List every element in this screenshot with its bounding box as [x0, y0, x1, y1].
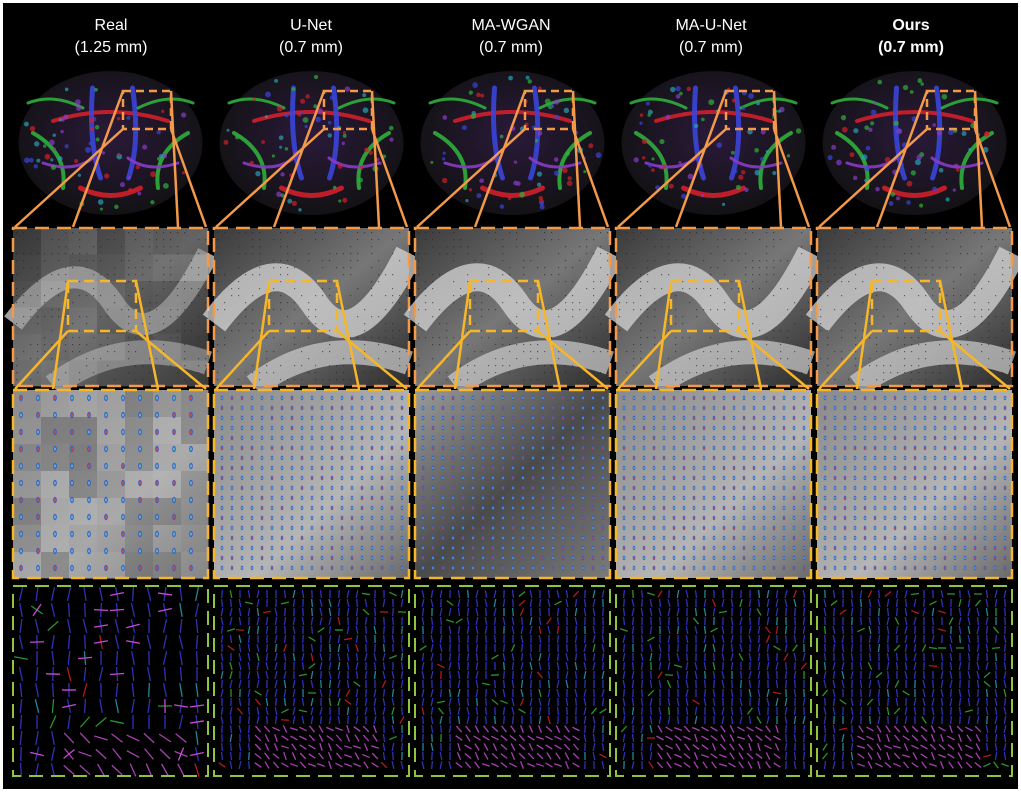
column-2 — [403, 71, 623, 777]
comparison-panels — [4, 71, 1018, 778]
grayscale-zoom — [805, 226, 1018, 396]
column-1 — [202, 71, 422, 777]
column-resolution: (1.25 mm) — [74, 39, 148, 56]
fod-glyph-zoom — [413, 388, 612, 580]
color-fa-slice — [818, 71, 1012, 228]
grayscale-zoom — [403, 226, 623, 396]
peak-direction-map — [12, 585, 209, 778]
color-fa-slice — [215, 71, 409, 228]
column-header-ours: Ours (0.7 mm) — [811, 15, 1011, 59]
column-header-ma-unet: MA-U-Net (0.7 mm) — [611, 15, 811, 59]
grayscale-zoom — [604, 226, 824, 396]
grayscale-zoom — [202, 226, 422, 396]
column-resolution: (0.7 mm) — [479, 39, 543, 56]
grayscale-zoom — [4, 226, 218, 396]
color-fa-slice — [14, 71, 208, 228]
column-header-ma-wgan: MA-WGAN (0.7 mm) — [411, 15, 611, 59]
peak-direction-map — [414, 585, 611, 777]
column-resolution: (0.7 mm) — [679, 39, 743, 56]
column-0 — [4, 71, 218, 778]
peak-direction-map — [615, 585, 812, 777]
color-fa-slice — [416, 71, 610, 228]
column-title: Real — [94, 17, 128, 34]
column-title: U-Net — [290, 17, 332, 34]
peak-direction-map — [816, 585, 1013, 777]
peak-direction-map — [213, 585, 410, 777]
column-header-real: Real (1.25 mm) — [11, 15, 211, 59]
column-4 — [805, 71, 1018, 777]
column-resolution: (0.7 mm) — [279, 39, 343, 56]
fod-glyph-zoom — [614, 388, 813, 580]
column-header-unet: U-Net (0.7 mm) — [211, 15, 411, 59]
column-title: Ours — [892, 17, 930, 34]
fod-glyph-zoom — [815, 388, 1014, 580]
column-resolution: (0.7 mm) — [878, 39, 944, 56]
figure-panel: Real (1.25 mm) U-Net (0.7 mm) MA-WGAN (0… — [3, 3, 1018, 789]
column-title: MA-U-Net — [675, 17, 747, 34]
fod-glyph-zoom — [212, 388, 411, 580]
color-fa-slice — [617, 71, 811, 228]
column-title: MA-WGAN — [471, 17, 551, 34]
fod-glyph-zoom — [11, 388, 210, 580]
column-3 — [604, 71, 824, 777]
